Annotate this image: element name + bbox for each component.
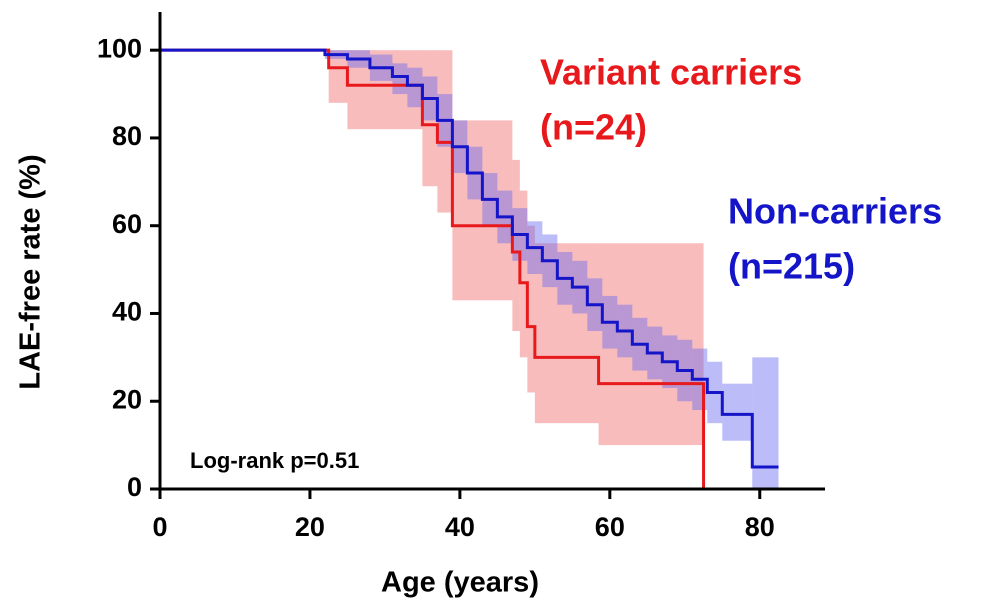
y-tick-label: 80 — [112, 121, 142, 151]
x-tick-label: 80 — [745, 512, 775, 542]
confidence-band — [527, 225, 535, 393]
x-tick-label: 60 — [595, 512, 625, 542]
y-tick-label: 40 — [112, 297, 142, 327]
y-tick-label: 20 — [112, 384, 142, 414]
y-tick-label: 100 — [97, 33, 142, 63]
confidence-band — [422, 50, 438, 187]
confidence-band — [722, 383, 753, 441]
survival-lines — [160, 48, 779, 489]
confidence-band — [534, 243, 599, 424]
confidence-band — [407, 67, 423, 108]
x-axis-title: Age (years) — [381, 567, 539, 599]
annotation: Log-rank p=0.51 — [190, 448, 359, 473]
legend-label: Non-carriers — [728, 191, 942, 232]
legend-n: (n=24) — [540, 107, 647, 148]
confidence-band — [512, 159, 520, 332]
confidence-band — [392, 63, 408, 95]
confidence-band — [328, 50, 348, 103]
y-tick-label: 60 — [112, 209, 142, 239]
x-tick-label: 40 — [445, 512, 475, 542]
confidence-band — [598, 243, 704, 446]
y-axis-title: LAE-free rate (%) — [15, 154, 47, 389]
confidence-band — [452, 120, 513, 301]
legend-n: (n=215) — [728, 246, 855, 287]
x-tick-label: 20 — [295, 512, 325, 542]
confidence-band — [752, 357, 779, 489]
legend-label: Variant carriers — [540, 52, 802, 93]
confidence-band — [519, 190, 528, 358]
y-tick-label: 0 — [127, 472, 142, 502]
x-tick-label: 0 — [152, 512, 167, 542]
confidence-band — [347, 50, 423, 130]
confidence-band — [437, 50, 453, 213]
survival-line — [160, 48, 779, 469]
